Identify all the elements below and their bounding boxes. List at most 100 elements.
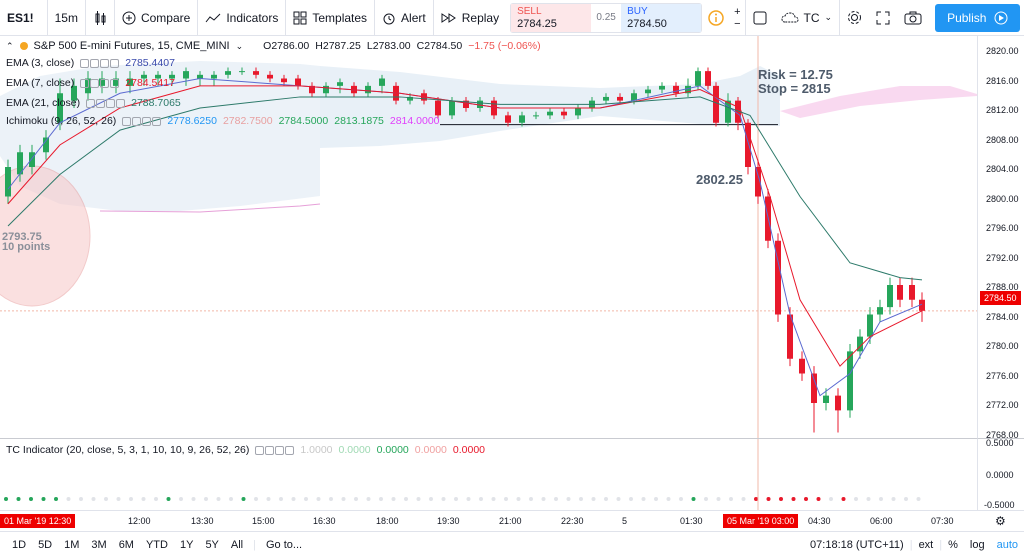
symbol-search[interactable]: ES1! [0, 0, 48, 36]
ext-toggle[interactable]: ext [918, 538, 934, 551]
tc-signal-dot [41, 497, 46, 501]
candle-down [811, 373, 817, 403]
sell-button[interactable]: SELL 2784.25 [511, 3, 592, 32]
chevron-down-icon[interactable]: ⌄ [235, 40, 244, 51]
percent-toggle[interactable]: % [948, 538, 958, 551]
ema7-name: EMA (7, close) [6, 77, 75, 89]
price-tick: 2792.00 [986, 252, 1019, 263]
tc-signal-dot [741, 497, 746, 501]
candle-down [561, 111, 567, 116]
price-tick: 2812.00 [986, 105, 1019, 115]
candle-down [897, 285, 903, 300]
candle-down [505, 115, 511, 123]
range-button-all[interactable]: All [230, 538, 244, 551]
buy-price: 2784.50 [627, 17, 667, 30]
publish-button[interactable]: Publish [935, 3, 1021, 32]
gear-icon[interactable]: ⚙ [995, 514, 1006, 528]
price-tick: 2780.00 [986, 341, 1019, 351]
tc-indicator-legend[interactable]: TC Indicator (20, close, 5, 3, 1, 10, 10… [6, 444, 485, 456]
range-button-5y[interactable]: 5Y [205, 538, 219, 551]
auto-toggle[interactable]: auto [996, 538, 1018, 551]
price-axis[interactable]: 2820.00 2816.00 2812.00 2808.00 2804.00 2800.… [977, 36, 1024, 440]
templates-button[interactable]: Templates [286, 0, 376, 36]
candle-up [379, 78, 385, 86]
goto-button[interactable]: Go to... [266, 538, 303, 551]
replay-button[interactable]: Replay [434, 0, 506, 36]
tc-signal-dot [629, 497, 633, 501]
candle-up [43, 137, 49, 153]
settings-button[interactable] [840, 0, 869, 36]
candle-up [449, 100, 455, 116]
layout-button[interactable]: TC ⌄ [774, 0, 841, 36]
snapshot-button[interactable] [897, 0, 929, 36]
legend-buttons[interactable] [86, 98, 126, 108]
ohlc-open: O2786.00 [263, 40, 310, 52]
tc-indicator-pane[interactable]: TC Indicator (20, close, 5, 3, 1, 10, 10… [0, 438, 977, 511]
candle-down [713, 85, 719, 123]
alarm-clock-icon [383, 13, 395, 24]
zoom-controls: + − [730, 0, 746, 36]
candle-up [631, 93, 637, 101]
ema3-legend[interactable]: EMA (3, close) 2785.4407 [6, 57, 175, 69]
collapse-icon[interactable]: ⌃ [6, 40, 14, 51]
chart-type-button[interactable] [86, 0, 115, 36]
candle-up [887, 285, 893, 308]
range-button-ytd[interactable]: YTD [145, 538, 168, 551]
ichimoku-span-b [99, 203, 321, 213]
range-button-5d[interactable]: 5D [38, 538, 53, 551]
range-button-1m[interactable]: 1M [64, 538, 80, 551]
legend-buttons[interactable] [255, 445, 295, 455]
range-button-6m[interactable]: 6M [118, 538, 134, 551]
legend-buttons[interactable] [80, 58, 120, 68]
time-tick: 04:30 [808, 516, 831, 526]
indicators-button[interactable]: Indicators [198, 0, 287, 36]
tc-value: 0.0000 [338, 444, 371, 456]
time-tick: 01:30 [680, 516, 703, 526]
alert-button[interactable]: Alert [375, 0, 434, 36]
main-chart-pane[interactable]: ⌃ S&P 500 E-mini Futures, 15, CME_MINI ⌄… [0, 36, 977, 438]
circle-points-annotation[interactable]: 10 points [2, 241, 51, 253]
info-icon [708, 9, 724, 26]
risk-annotation[interactable]: Risk = 12.75 [758, 67, 833, 82]
info-button[interactable] [702, 0, 730, 36]
range-button-1d[interactable]: 1D [12, 538, 27, 551]
tc-signal-dot [466, 497, 471, 501]
interval-button[interactable]: 15m [48, 0, 86, 36]
tc-signal-dot [79, 497, 83, 501]
time-axis[interactable]: 12:00 13:30 15:00 16:30 18:00 19:30 21:00 22:30… [0, 510, 1024, 531]
log-toggle[interactable]: log [969, 538, 985, 551]
plus-icon[interactable]: + [734, 5, 741, 18]
compare-button[interactable]: Compare [115, 0, 199, 36]
candles-icon [95, 10, 106, 25]
tc-signal-dot [291, 497, 296, 501]
fullscreen-button[interactable] [869, 0, 897, 36]
rect-tool-button[interactable] [746, 0, 774, 36]
candle-up [113, 78, 119, 86]
tc-signal-dot [66, 497, 71, 501]
candle-up [155, 74, 161, 79]
clock[interactable]: 07:18:18 (UTC+11) [810, 538, 904, 551]
legend-buttons[interactable] [122, 116, 162, 126]
candle-down [705, 71, 711, 86]
ichimoku-legend[interactable]: Ichimoku (9, 26, 52, 26) 2778.6250 2782.… [6, 115, 440, 127]
tc-signal-dot [541, 497, 546, 501]
ichimoku-cloud [0, 61, 320, 211]
circle-price-annotation[interactable]: 2793.75 [2, 231, 42, 243]
range-start-tag: 01 Mar '19 12:30 [0, 514, 76, 528]
price-chart[interactable] [0, 36, 977, 438]
buy-button[interactable]: BUY 2784.50 [621, 3, 702, 32]
ema21-legend[interactable]: EMA (21, close) 2788.7065 [6, 97, 181, 109]
range-button-1y[interactable]: 1Y [179, 538, 194, 551]
stop-annotation[interactable]: Stop = 2815 [758, 81, 831, 96]
tc-indicator-axis[interactable]: 0.5000 0.0000 -0.5000 [977, 438, 1024, 510]
tc-signal-dot [4, 497, 8, 501]
tc-signal-dot [816, 497, 821, 501]
range-button-3m[interactable]: 3M [91, 538, 107, 551]
legend-buttons[interactable] [80, 78, 120, 88]
level-annotation[interactable]: 2802.25 [696, 172, 743, 187]
candle-up [337, 82, 343, 86]
ema7-legend[interactable]: EMA (7, close) 2784.5417 [6, 77, 175, 89]
minus-icon[interactable]: − [734, 17, 741, 30]
top-toolbar: ES1! 15m Compare Indicators Templates Al… [0, 0, 1024, 36]
layout-label: TC [803, 10, 820, 25]
